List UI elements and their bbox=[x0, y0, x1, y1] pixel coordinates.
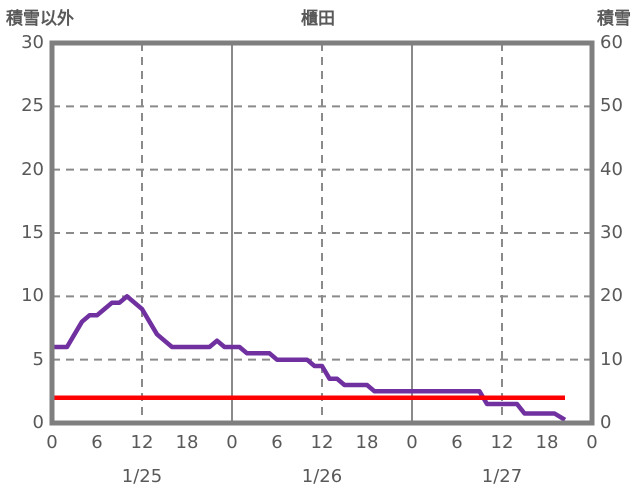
x-tick-label: 6 bbox=[271, 432, 283, 453]
y-right-tick-label: 60 bbox=[600, 32, 623, 53]
y-left-tick-label: 0 bbox=[32, 412, 44, 433]
right-axis-title: 積雪 bbox=[597, 9, 631, 29]
y-left-tick-label: 25 bbox=[21, 95, 44, 117]
y-right-tick-label: 10 bbox=[600, 348, 623, 370]
x-tick-label: 12 bbox=[310, 432, 334, 453]
x-tick-label: 6 bbox=[91, 432, 103, 453]
x-tick-label: 18 bbox=[355, 432, 379, 453]
x-date-label: 1/27 bbox=[481, 466, 523, 487]
x-tick-label: 18 bbox=[175, 432, 199, 453]
y-right-tick-label: 0 bbox=[600, 412, 612, 433]
x-tick-label: 0 bbox=[406, 432, 418, 453]
y-right-tick-label: 50 bbox=[600, 95, 623, 117]
y-right-tick-label: 30 bbox=[600, 222, 623, 243]
x-date-label: 1/26 bbox=[301, 466, 343, 487]
y-left-tick-label: 10 bbox=[21, 285, 44, 307]
y-left-tick-label: 30 bbox=[21, 32, 44, 53]
y-left-tick-label: 20 bbox=[21, 158, 44, 180]
x-tick-label: 0 bbox=[586, 432, 598, 453]
plot-frame bbox=[49, 40, 595, 426]
x-date-label: 1/25 bbox=[121, 466, 163, 487]
chart-title: 櫃田 bbox=[301, 9, 335, 29]
left-axis-title: 積雪以外 bbox=[6, 9, 74, 29]
y-right-tick-label: 20 bbox=[600, 285, 623, 307]
snow-depth-line bbox=[52, 294, 567, 422]
y-left-tick-label: 15 bbox=[21, 222, 44, 243]
x-tick-label: 18 bbox=[535, 432, 559, 453]
y-right-tick-label: 40 bbox=[600, 158, 623, 180]
y-left-tick-label: 5 bbox=[32, 348, 44, 370]
x-tick-label: 0 bbox=[226, 432, 238, 453]
x-tick-label: 12 bbox=[490, 432, 514, 453]
x-tick-label: 12 bbox=[130, 432, 154, 453]
x-tick-label: 0 bbox=[46, 432, 58, 453]
x-tick-label: 6 bbox=[451, 432, 463, 453]
